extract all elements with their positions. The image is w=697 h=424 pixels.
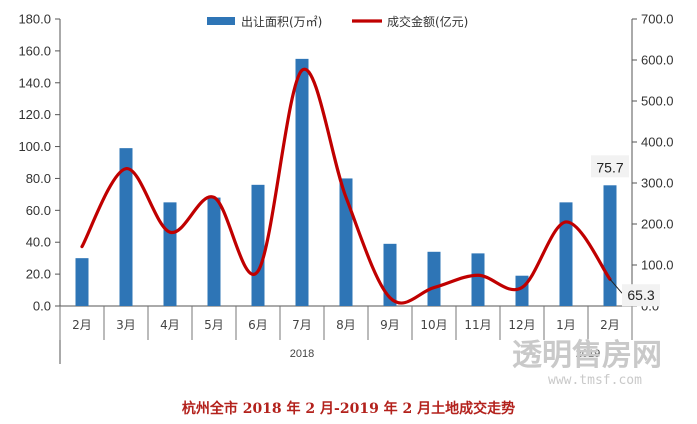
bar-series <box>75 58 617 306</box>
bar <box>603 185 617 306</box>
bar <box>383 243 397 306</box>
x-tick-label: 8月 <box>336 318 356 332</box>
y-left-tick-label: 0.0 <box>33 299 51 314</box>
y-right-tick-label: 100.0 <box>641 258 674 273</box>
y-left-tick-label: 40.0 <box>26 235 51 250</box>
y-left-tick-label: 160.0 <box>18 43 51 58</box>
data-label-bg <box>622 284 660 307</box>
bar <box>75 258 89 306</box>
data-label: 65.3 <box>627 287 654 303</box>
data-label-bg <box>591 155 629 178</box>
line-path <box>80 67 612 305</box>
bar <box>559 202 573 306</box>
x-tick-label: 6月 <box>248 318 268 332</box>
bar <box>471 253 485 306</box>
data-labels: 75.7 65.3 <box>591 155 660 307</box>
bar <box>163 202 177 306</box>
y-left-tick-label: 80.0 <box>26 171 51 186</box>
chart-caption: 杭州全市 2018 年 2 月-2019 年 2 月土地成交走势 <box>181 401 516 417</box>
y-left-tick-label: 60.0 <box>26 203 51 218</box>
bar <box>251 184 265 306</box>
x-tick-label: 11月 <box>464 318 491 332</box>
y-right-tick-label: 500.0 <box>641 94 674 109</box>
x-tick-label: 3月 <box>116 318 136 332</box>
y-right-tick-label: 600.0 <box>641 53 674 68</box>
y-right-tick-label: 300.0 <box>641 176 674 191</box>
x-tick-label: 10月 <box>420 318 447 332</box>
watermark: 透明售房网 www.tmsf.com <box>512 338 662 388</box>
legend-swatch-bar <box>207 17 235 25</box>
x-tick-label: 1月 <box>556 318 576 332</box>
legend: 出让面积(万㎡) 成交金额(亿元) <box>207 14 468 29</box>
y-left-tick-label: 20.0 <box>26 267 51 282</box>
y-right-tick-label: 200.0 <box>641 217 674 232</box>
y-left-tick-label: 100.0 <box>18 139 51 154</box>
watermark-sub-text: www.tmsf.com <box>548 373 642 388</box>
bar <box>207 197 221 306</box>
bar <box>295 58 309 306</box>
x-tick-label: 9月 <box>380 318 400 332</box>
y-right-tick-label: 400.0 <box>641 135 674 150</box>
y-right-tick-label: 700.0 <box>641 12 674 27</box>
data-label: 75.7 <box>596 159 623 175</box>
bar <box>427 251 441 306</box>
x-year-label: 2018 <box>290 348 314 360</box>
x-tick-label: 5月 <box>204 318 224 332</box>
y-left-tick-label: 140.0 <box>18 75 51 90</box>
line-series <box>80 67 612 305</box>
watermark-main-text: 透明售房网 <box>512 338 662 373</box>
x-tick-label: 2月 <box>72 318 92 332</box>
legend-label-line: 成交金额(亿元) <box>387 14 468 29</box>
data-label-leader <box>609 278 623 294</box>
y-left-tick-label: 180.0 <box>18 12 51 27</box>
y-left-tick-label: 120.0 <box>18 107 51 122</box>
x-tick-label: 7月 <box>292 318 312 332</box>
x-tick-label: 2月 <box>600 318 620 332</box>
bar <box>119 148 133 306</box>
x-year-label: 2019 <box>576 348 600 360</box>
legend-label-bar: 出让面积(万㎡) <box>241 15 322 29</box>
x-tick-label: 12月 <box>508 318 535 332</box>
x-tick-label: 4月 <box>160 318 180 332</box>
